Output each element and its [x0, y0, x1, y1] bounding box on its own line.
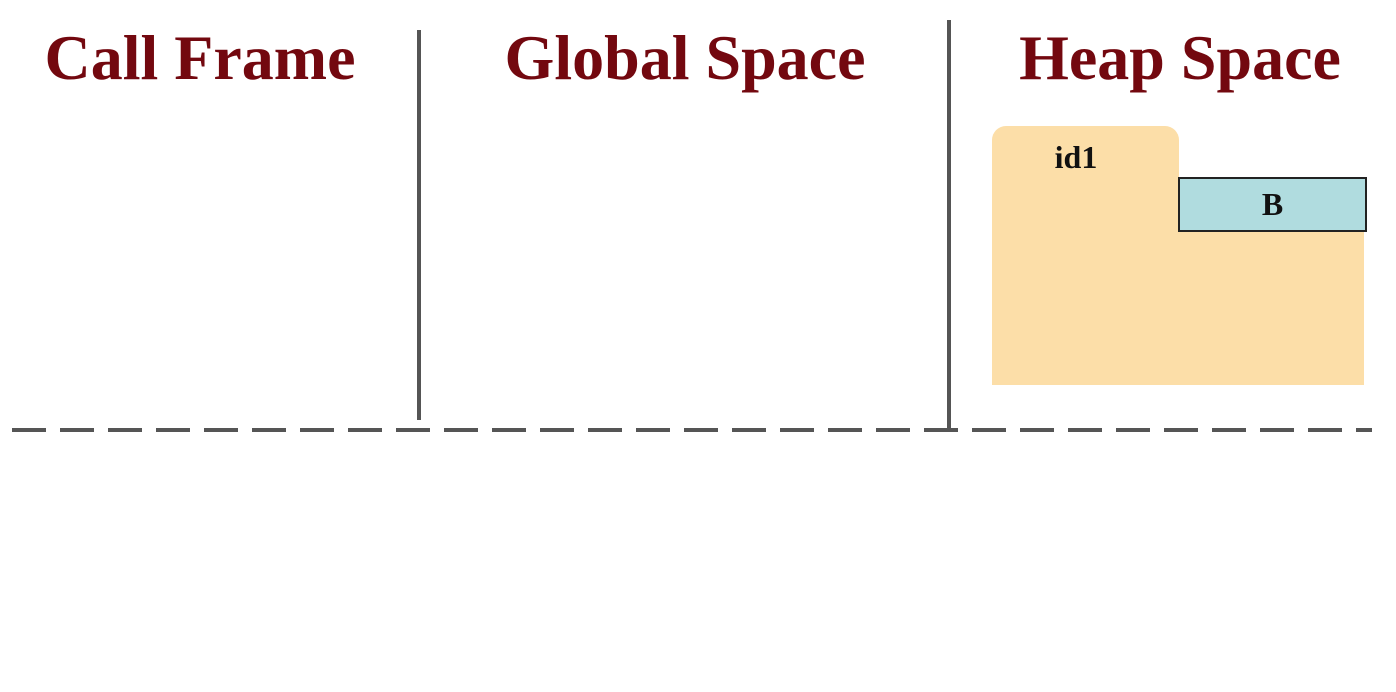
- global-space-heading: Global Space: [504, 22, 866, 93]
- global-heap-divider: [947, 20, 951, 430]
- folder-id-label: id1: [1054, 139, 1098, 175]
- call-frame-heading: Call Frame: [44, 22, 356, 93]
- call-global-divider: [417, 30, 421, 420]
- dashed-separator: [12, 428, 1372, 432]
- heap-space-heading: Heap Space: [1019, 22, 1341, 93]
- folder-tab: [992, 126, 1179, 182]
- folder-class-box: B: [1178, 177, 1367, 232]
